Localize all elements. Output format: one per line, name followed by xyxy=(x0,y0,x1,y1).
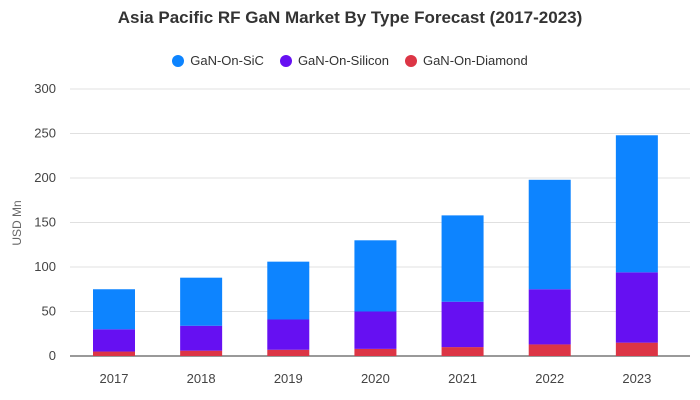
legend-swatch-icon xyxy=(279,54,292,67)
x-axis-ticks: 2017 2018 2019 2020 2021 2022 2023 xyxy=(100,371,652,386)
bar-segment-gan-on-silicon[interactable] xyxy=(180,325,223,351)
y-tick-label: 300 xyxy=(34,81,56,96)
x-tick-label: 2019 xyxy=(274,371,303,386)
x-tick-label: 2021 xyxy=(448,371,477,386)
legend-item-gan-on-silicon[interactable]: GaN-On-Silicon xyxy=(279,53,389,68)
y-tick-label: 0 xyxy=(49,348,56,363)
bar-segment-gan-on-silicon[interactable] xyxy=(615,272,658,343)
legend-label: GaN-On-SiC xyxy=(190,53,264,68)
x-tick-label: 2023 xyxy=(622,371,651,386)
y-tick-label: 200 xyxy=(34,170,56,185)
bar-segment-gan-on-sic[interactable] xyxy=(615,135,658,273)
y-axis-label: USD Mn xyxy=(10,200,24,245)
x-tick-label: 2020 xyxy=(361,371,390,386)
bar-segment-gan-on-silicon[interactable] xyxy=(528,289,571,345)
bar-segment-gan-on-sic[interactable] xyxy=(267,261,310,320)
bar-segment-gan-on-silicon[interactable] xyxy=(354,311,397,349)
y-tick-label: 50 xyxy=(42,304,56,319)
bar-segment-gan-on-sic[interactable] xyxy=(528,179,571,290)
bar-segment-gan-on-diamond[interactable] xyxy=(528,344,571,356)
chart-legend: GaN-On-SiC GaN-On-Silicon GaN-On-Diamond xyxy=(0,53,700,68)
bar-segment-gan-on-diamond[interactable] xyxy=(93,351,135,356)
bar-segment-gan-on-silicon[interactable] xyxy=(93,329,135,352)
bar-segment-gan-on-sic[interactable] xyxy=(180,277,223,326)
bar-segment-gan-on-sic[interactable] xyxy=(93,289,135,330)
legend-label: GaN-On-Diamond xyxy=(422,53,528,68)
bars xyxy=(93,135,658,356)
y-tick-label: 150 xyxy=(34,215,56,230)
bar-segment-gan-on-diamond[interactable] xyxy=(354,348,397,356)
x-tick-label: 2022 xyxy=(535,371,564,386)
bar-segment-gan-on-silicon[interactable] xyxy=(267,319,310,350)
bar-segment-gan-on-diamond[interactable] xyxy=(180,350,223,356)
x-tick-label: 2017 xyxy=(100,371,129,386)
legend-swatch-icon xyxy=(404,54,417,67)
bar-segment-gan-on-sic[interactable] xyxy=(441,215,484,302)
bar-segment-gan-on-diamond[interactable] xyxy=(267,349,310,356)
y-tick-label: 250 xyxy=(34,126,56,141)
chart-title: Asia Pacific RF GaN Market By Type Forec… xyxy=(117,8,583,27)
x-tick-label: 2018 xyxy=(187,371,216,386)
y-tick-label: 100 xyxy=(34,259,56,274)
legend-item-gan-on-sic[interactable]: GaN-On-SiC xyxy=(172,53,264,68)
bar-segment-gan-on-diamond[interactable] xyxy=(441,347,484,356)
legend-swatch-icon xyxy=(172,54,185,67)
bar-segment-gan-on-diamond[interactable] xyxy=(615,342,658,356)
legend-label: GaN-On-Silicon xyxy=(297,53,389,68)
y-axis-ticks: 0 50 100 150 200 250 300 xyxy=(34,81,56,363)
bar-segment-gan-on-sic[interactable] xyxy=(354,240,397,312)
bar-segment-gan-on-silicon[interactable] xyxy=(441,301,484,348)
legend-item-gan-on-diamond[interactable]: GaN-On-Diamond xyxy=(404,53,528,68)
